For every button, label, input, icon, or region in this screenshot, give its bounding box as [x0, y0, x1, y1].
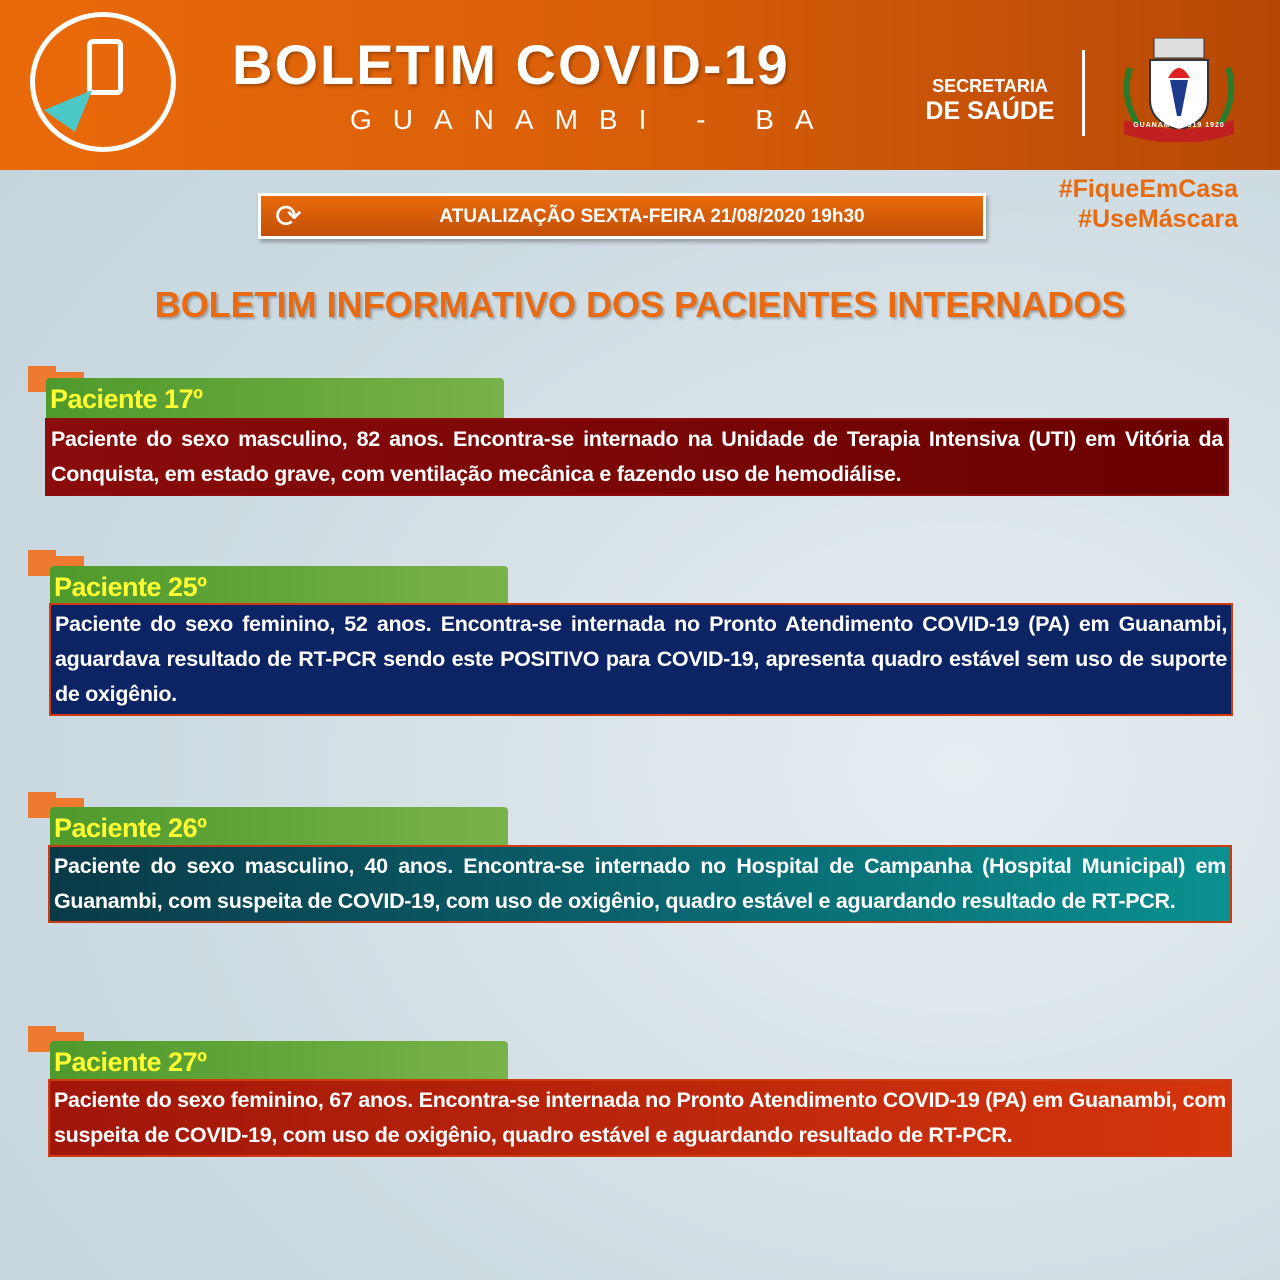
- patient-description: Paciente do sexo masculino, 82 anos. Enc…: [45, 418, 1229, 496]
- patient-label: Paciente 26º: [50, 807, 508, 849]
- header-banner: BOLETIM COVID-19 GUANAMBI - BA SECRETARI…: [0, 0, 1280, 170]
- document-icon: [87, 39, 123, 95]
- department-name: SECRETARIA DE SAÚDE: [925, 76, 1055, 125]
- patient-description: Paciente do sexo feminino, 52 anos. Enco…: [49, 603, 1233, 716]
- page-subtitle: GUANAMBI - BA: [350, 104, 835, 135]
- update-banner: ⟳ ATUALIZAÇÃO SEXTA-FEIRA 21/08/2020 19h…: [258, 193, 986, 239]
- hashtags: #FiqueEmCasa #UseMáscara: [1058, 175, 1238, 233]
- patient-description: Paciente do sexo masculino, 40 anos. Enc…: [48, 845, 1232, 923]
- divider: [1082, 50, 1085, 136]
- section-heading: BOLETIM INFORMATIVO DOS PACIENTES INTERN…: [154, 284, 1126, 325]
- page-title: BOLETIM COVID-19: [232, 33, 790, 96]
- city-crest-logo: [1123, 38, 1235, 142]
- bulletin-logo: [30, 12, 176, 152]
- update-text: ATUALIZAÇÃO SEXTA-FEIRA 21/08/2020 19h30: [439, 206, 865, 227]
- patient-label: Paciente 17º: [46, 378, 504, 420]
- patient-label: Paciente 25º: [50, 566, 508, 608]
- patient-label: Paciente 27º: [50, 1041, 508, 1083]
- refresh-icon: ⟳: [275, 198, 302, 234]
- crest-ribbon-text: GUANAMBI 1919 1920: [1133, 122, 1225, 129]
- patient-description: Paciente do sexo feminino, 67 anos. Enco…: [48, 1079, 1232, 1157]
